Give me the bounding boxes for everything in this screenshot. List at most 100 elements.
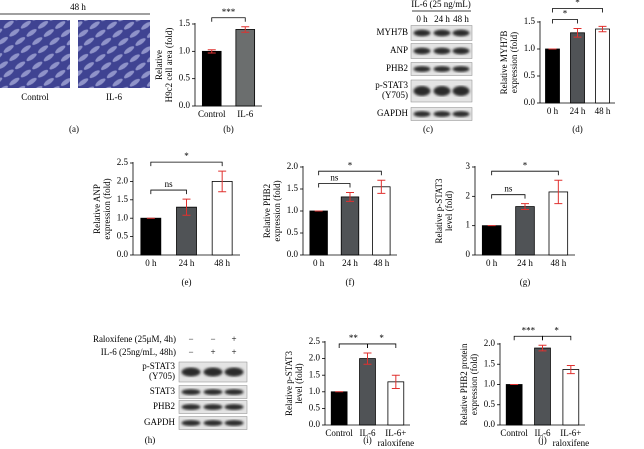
bar xyxy=(211,180,233,256)
y-axis-label: Relative p-STAT3 xyxy=(434,178,444,244)
panel-label: (g) xyxy=(520,277,531,287)
image-label: IL-6 xyxy=(106,92,122,102)
significance-bracket xyxy=(367,343,397,348)
blot-band xyxy=(452,66,470,72)
bar xyxy=(595,28,610,104)
significance-bracket xyxy=(211,17,246,22)
bar xyxy=(505,384,523,426)
error-bar xyxy=(218,170,227,193)
micrograph xyxy=(0,20,70,88)
significance-bracket xyxy=(491,194,526,199)
x-tick-label-box: 48 h xyxy=(594,106,611,116)
x-tick-label: 0 h xyxy=(486,258,498,268)
y-axis-label: Relative PHB2 xyxy=(262,184,272,238)
bar xyxy=(340,196,360,256)
y-tick-label: 1.5 xyxy=(179,18,191,28)
y-tick-label: 1.5 xyxy=(484,358,496,368)
bar xyxy=(140,217,162,256)
error-bar xyxy=(538,344,547,352)
treatment-label: IL-6 (25 ng/mL) xyxy=(411,0,470,9)
x-tick-label-box: 48 h xyxy=(550,258,567,268)
x-tick-label: 48 h xyxy=(550,258,567,268)
time-label: 48 h xyxy=(70,2,86,12)
significance-label: ns xyxy=(330,173,339,183)
y-tick-label: 1 xyxy=(466,220,471,230)
x-tick-label-box: 0 h xyxy=(145,258,157,268)
blot-band xyxy=(181,404,201,410)
x-tick-label: IL-6+ raloxifene xyxy=(377,428,415,448)
y-tick-label: 1.0 xyxy=(309,386,321,396)
blot-band xyxy=(452,86,470,96)
error-bar xyxy=(566,364,575,375)
y-tick-label: 0.0 xyxy=(524,97,536,107)
error-bar xyxy=(241,26,250,33)
y-axis-label: level (fold) xyxy=(294,363,304,403)
row-label: GAPDH xyxy=(377,108,409,118)
lane-label: 0 h xyxy=(416,14,428,24)
bar xyxy=(515,206,535,256)
bar xyxy=(570,32,585,104)
panel-label: (h) xyxy=(145,435,156,445)
error-bar xyxy=(391,374,400,389)
bar xyxy=(481,225,502,256)
blot-band xyxy=(433,29,451,37)
significance-bracket xyxy=(552,8,603,13)
lane-label: 24 h xyxy=(434,14,450,24)
x-tick-label-box: IL-6+ raloxifene xyxy=(377,428,415,448)
bar xyxy=(309,210,328,256)
bar xyxy=(534,347,551,426)
error-bar xyxy=(521,203,529,211)
blot-band xyxy=(433,47,451,55)
x-tick-label: 48 h xyxy=(594,106,611,116)
error-bar xyxy=(377,179,386,194)
condition-label: Raloxifene (25μM, 4h) xyxy=(93,334,176,344)
significance-label: * xyxy=(379,333,384,343)
blot-band xyxy=(452,29,470,37)
y-tick-label: 2.0 xyxy=(484,338,496,348)
row-label: STAT3 xyxy=(150,386,176,396)
x-tick-label: 24 h xyxy=(342,258,358,268)
y-axis-label: expression (fold) xyxy=(469,354,479,415)
blot-band xyxy=(224,367,244,377)
row-label: p-STAT3 xyxy=(142,361,175,371)
blot-band xyxy=(181,367,201,377)
row-label: (Y705) xyxy=(149,371,175,381)
x-tick-label-box: 24 h xyxy=(569,106,586,116)
y-axis-label: level (fold) xyxy=(444,191,454,231)
x-tick-label: Control xyxy=(325,428,353,438)
significance-label: * xyxy=(184,151,189,161)
y-tick-label: 1.5 xyxy=(287,183,299,193)
y-tick-label: 1.0 xyxy=(524,43,536,53)
significance-label: * xyxy=(523,160,528,170)
x-tick-label: IL-6 xyxy=(237,109,254,119)
image-label: Control xyxy=(21,92,49,102)
x-tick-label: 24 h xyxy=(178,258,195,268)
x-tick-label: 0 h xyxy=(145,258,157,268)
blot-band xyxy=(203,404,223,410)
x-tick-label-box: Control xyxy=(500,428,528,438)
condition-sign: − xyxy=(210,334,215,344)
x-tick-label: Control xyxy=(197,109,226,119)
blot-band xyxy=(203,367,223,377)
y-tick-label: 1.0 xyxy=(484,379,496,389)
x-tick-label: 24 h xyxy=(569,106,586,116)
significance-label: * xyxy=(575,0,580,8)
panel-label: (j) xyxy=(538,435,547,445)
y-axis-label: expression (fold) xyxy=(102,178,112,239)
y-tick-label: 0.5 xyxy=(524,70,536,80)
x-tick-label: 0 h xyxy=(546,106,559,116)
x-tick-label-box: 24 h xyxy=(517,258,533,268)
y-tick-label: 0.5 xyxy=(117,231,129,241)
x-tick-label: Control xyxy=(500,428,528,438)
condition-sign: + xyxy=(231,347,236,357)
error-bar xyxy=(573,27,582,38)
blot-band xyxy=(433,66,451,72)
y-axis-label: Relative MYH7B xyxy=(499,31,509,95)
error-bar xyxy=(554,179,563,205)
x-tick-label-box: 48 h xyxy=(214,258,230,268)
x-tick-label-box: IL-6 xyxy=(535,428,551,438)
error-bar xyxy=(182,198,191,216)
condition-sign: + xyxy=(231,334,236,344)
y-tick-label: 0.0 xyxy=(179,100,191,110)
y-tick-label: 1.5 xyxy=(117,194,129,204)
